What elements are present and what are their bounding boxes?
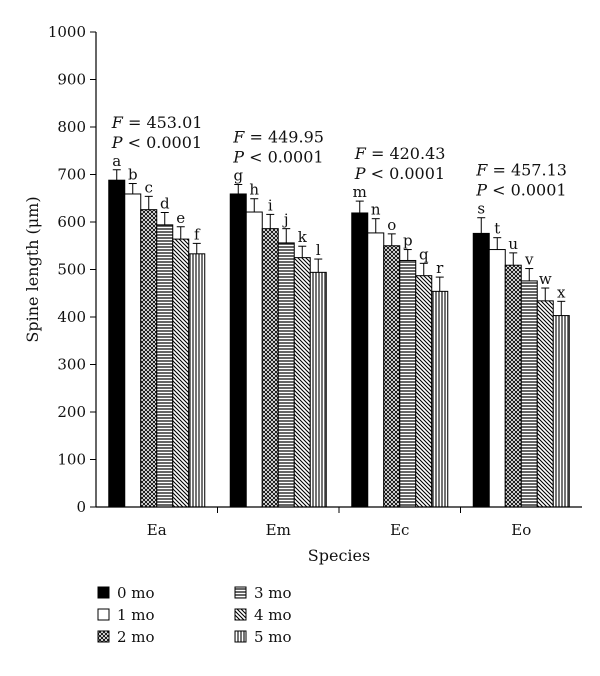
bar-Eo-2mo <box>504 264 522 508</box>
y-tick-label: 600 <box>57 213 86 231</box>
f-statistic: F = 453.01 <box>111 113 203 132</box>
significance-letter: n <box>371 201 381 219</box>
bar-Em-0mo <box>229 193 247 508</box>
y-tick-label: 800 <box>57 118 86 136</box>
bar-Eo-1mo <box>488 249 506 508</box>
significance-letter: u <box>508 235 518 253</box>
x-tick-label: Em <box>266 521 291 539</box>
legend-swatch <box>234 608 247 621</box>
bar-Ec-1mo <box>367 232 385 508</box>
y-tick-label: 100 <box>57 451 86 469</box>
significance-letter: c <box>145 178 153 196</box>
significance-letter: t <box>494 220 500 238</box>
significance-letter: d <box>160 195 170 213</box>
y-tick-label: 1000 <box>48 23 86 41</box>
significance-letter: h <box>249 181 259 199</box>
bar-Ea-2mo <box>140 209 158 508</box>
significance-letter: g <box>233 166 243 184</box>
significance-letter: s <box>477 200 485 218</box>
axes-layer <box>90 31 582 513</box>
significance-letter: w <box>539 270 552 288</box>
p-value: P < 0.0001 <box>232 147 323 166</box>
bar-Ea-4mo <box>172 238 190 508</box>
x-tick-label: Ec <box>390 521 409 539</box>
y-tick-label: 0 <box>76 498 86 516</box>
bar-Ec-0mo <box>351 212 369 508</box>
bar-Ec-4mo <box>415 275 433 508</box>
y-tick-label: 500 <box>57 261 86 279</box>
significance-letter: p <box>403 232 413 250</box>
legend-swatch <box>97 630 110 643</box>
bar-Ec-5mo <box>431 290 449 508</box>
significance-letter: l <box>316 241 321 259</box>
bar-Ea-3mo <box>156 224 174 508</box>
legend-label: 2 mo <box>117 628 155 646</box>
significance-letter: r <box>436 259 444 277</box>
bar-Eo-4mo <box>536 300 554 508</box>
bar-Eo-3mo <box>520 280 538 508</box>
y-tick-label: 900 <box>57 71 86 89</box>
f-statistic: F = 449.95 <box>232 127 324 146</box>
y-tick-label: 400 <box>57 308 86 326</box>
legend: 0 mo 3 mo 1 mo 4 mo 2 mo 5 mo <box>97 584 292 646</box>
significance-letter: j <box>282 211 289 229</box>
legend-label: 3 mo <box>254 584 292 602</box>
p-value: P < 0.0001 <box>354 164 445 183</box>
y-tick-label: 700 <box>57 166 86 184</box>
legend-label: 0 mo <box>117 584 155 602</box>
legend-swatch <box>234 586 247 599</box>
y-tick-label: 300 <box>57 356 86 374</box>
x-tick-label: Eo <box>511 521 531 539</box>
significance-letter: k <box>298 228 308 246</box>
bar-Em-2mo <box>261 228 279 508</box>
bar-Em-3mo <box>277 242 295 508</box>
bar-Em-4mo <box>293 257 311 508</box>
significance-letter: f <box>194 225 201 243</box>
bar-Eo-5mo <box>552 315 570 508</box>
significance-letter: i <box>268 196 273 214</box>
f-statistic: F = 420.43 <box>354 144 446 163</box>
f-statistic: F = 457.13 <box>475 161 567 180</box>
bar-Em-5mo <box>309 271 327 508</box>
legend-swatch <box>97 608 110 621</box>
x-axis-title: Species <box>308 546 370 565</box>
significance-letter: b <box>128 166 138 184</box>
legend-swatch <box>97 586 110 599</box>
significance-letter: q <box>419 245 429 263</box>
bar-Ea-5mo <box>188 253 206 508</box>
p-value: P < 0.0001 <box>111 133 202 152</box>
significance-letter: v <box>524 251 534 269</box>
significance-letter: m <box>353 183 367 201</box>
y-axis-title: Spine length (μm) <box>23 196 42 342</box>
bar-Ea-0mo <box>108 179 126 508</box>
significance-letter: o <box>387 216 396 234</box>
bar-Eo-0mo <box>472 232 490 508</box>
bar-Ec-3mo <box>399 259 417 508</box>
x-tick-label: Ea <box>147 521 167 539</box>
bar-Ec-2mo <box>383 245 401 508</box>
significance-letter: e <box>176 209 185 227</box>
p-value: P < 0.0001 <box>475 181 566 200</box>
legend-label: 1 mo <box>117 606 155 624</box>
legend-label: 5 mo <box>254 628 292 646</box>
legend-swatch <box>234 630 247 643</box>
bar-Ea-1mo <box>124 193 142 508</box>
bar-Em-1mo <box>245 211 263 508</box>
legend-label: 4 mo <box>254 606 292 624</box>
significance-letter: x <box>557 283 566 301</box>
y-tick-label: 200 <box>57 403 86 421</box>
significance-letter: a <box>112 152 121 170</box>
